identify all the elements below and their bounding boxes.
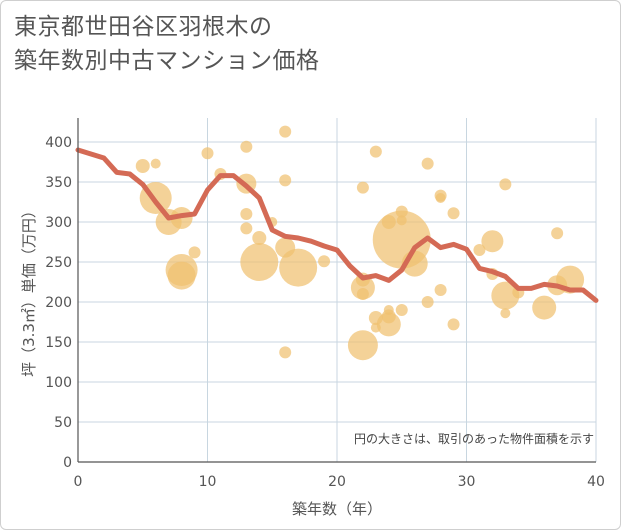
- x-axis-label: 築年数（年）: [292, 500, 382, 518]
- scatter-point-23: [356, 181, 369, 194]
- scatter-point-20: [279, 346, 292, 359]
- scatter-point-47: [473, 244, 486, 256]
- scatter-point-55: [551, 227, 564, 240]
- x-tick-label-2: 20: [328, 474, 346, 490]
- scatter-point-43: [435, 193, 446, 203]
- tick-labels: 0 50 100 150 200 250 300 350 400 0 10 20 30 40: [45, 135, 605, 490]
- axes: [77, 118, 596, 463]
- scatter-point-41: [421, 296, 434, 308]
- scatter-point-6: [167, 261, 196, 290]
- scatter-point-21: [279, 248, 318, 287]
- y-axis-label: 坪（3.3㎡）単価（万円）: [20, 203, 38, 377]
- y-tick-label-0: 0: [63, 455, 72, 471]
- scatter-point-25: [350, 275, 375, 300]
- scatter-point-8: [201, 147, 214, 160]
- scatter-point-27: [347, 330, 378, 361]
- scatter-point-17: [279, 125, 292, 138]
- scatter-point-15: [240, 243, 279, 281]
- scatter-point-48: [481, 230, 504, 253]
- scatter-point-0: [135, 159, 150, 173]
- y-tick-label-2: 100: [45, 375, 72, 391]
- x-tick-label-1: 10: [199, 474, 217, 490]
- y-tick-label-6: 300: [45, 215, 72, 231]
- y-tick-label-7: 350: [45, 175, 72, 191]
- chart-title-line-1: 東京都世田谷区羽根木の: [14, 14, 273, 40]
- scatter-point-22: [318, 255, 331, 268]
- scatter-point-34: [376, 312, 401, 337]
- x-tick-label-3: 30: [458, 474, 476, 490]
- scatter-point-37: [395, 304, 408, 316]
- bubble-size-note: 円の大きさは、取引のあった物件面積を示す: [354, 431, 594, 446]
- scatter-point-1: [150, 158, 161, 169]
- scatter-point-45: [447, 207, 460, 220]
- scatter-point-40: [421, 157, 434, 170]
- y-tick-label-5: 250: [45, 255, 72, 271]
- scatter-point-7: [188, 246, 201, 259]
- scatter-point-10: [240, 140, 253, 153]
- scatter-bubbles: [135, 125, 585, 361]
- scatter-point-26: [356, 288, 369, 300]
- x-tick-label-0: 0: [74, 474, 83, 490]
- scatter-point-50: [499, 178, 512, 191]
- scatter-point-52: [500, 308, 511, 319]
- scatter-point-18: [279, 174, 292, 187]
- scatter-point-12: [240, 208, 253, 220]
- y-tick-label-8: 400: [45, 135, 72, 151]
- scatter-point-14: [252, 231, 267, 245]
- scatter-point-28: [369, 145, 382, 158]
- scatter-point-13: [240, 222, 253, 235]
- y-tick-label-4: 200: [45, 295, 72, 311]
- x-tick-label-4: 40: [587, 474, 605, 490]
- scatter-point-54: [532, 295, 557, 320]
- y-tick-label-3: 150: [45, 335, 72, 351]
- scatter-point-51: [491, 281, 520, 310]
- grid-lines: [78, 118, 597, 462]
- y-tick-label-1: 50: [54, 415, 72, 431]
- chart-title: 東京都世田谷区羽根木の 築年数別中古マンション価格: [14, 10, 320, 78]
- average-price-line: [75, 147, 599, 303]
- scatter-point-44: [434, 284, 447, 296]
- chart-title-line-2: 築年数別中古マンション価格: [14, 48, 320, 74]
- scatter-point-46: [447, 318, 460, 331]
